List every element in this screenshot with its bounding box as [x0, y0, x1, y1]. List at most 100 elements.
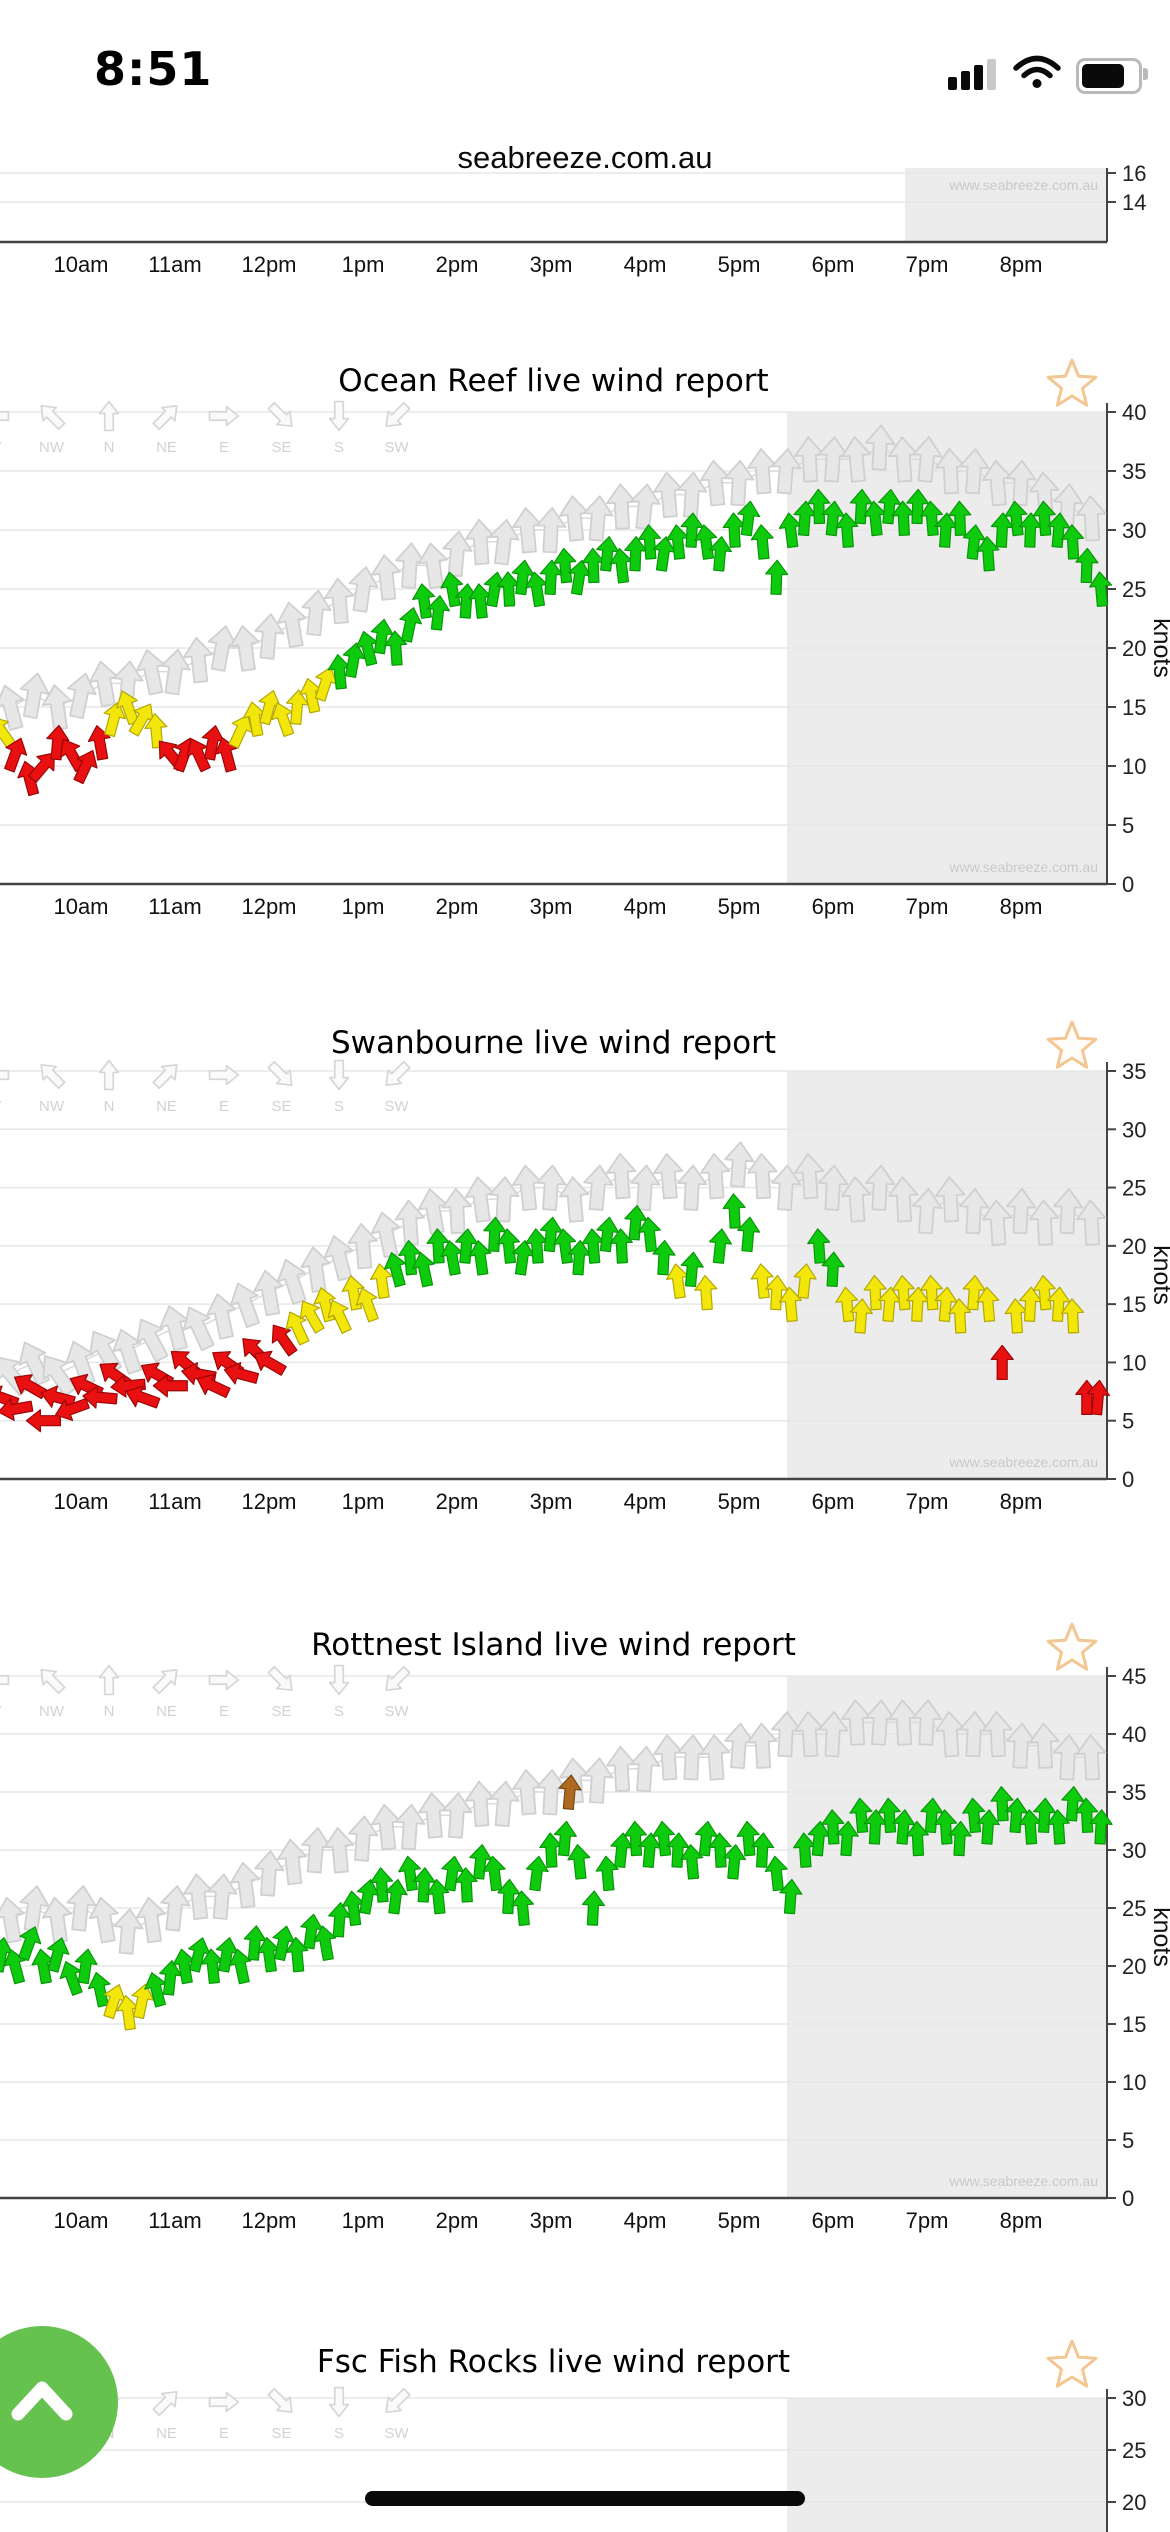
x-tick-label: 12pm — [241, 1489, 296, 1514]
wind-arrow — [0, 684, 25, 731]
home-indicator[interactable] — [365, 2491, 805, 2506]
wind-arrow — [737, 1216, 761, 1253]
wind-arrow — [1047, 512, 1071, 548]
wind-arrow — [0, 1896, 25, 1944]
wind-arrow — [747, 1722, 778, 1769]
wind-arrow — [723, 1844, 747, 1880]
y-tick-label: 25 — [1122, 577, 1146, 602]
x-tick-label: 6pm — [812, 2208, 855, 2233]
y-axis-title: knots — [1148, 1245, 1170, 1305]
direction-legend-label: W — [0, 1703, 2, 1720]
x-tick-label: 8pm — [1000, 2208, 1043, 2233]
wind-arrow — [818, 1711, 849, 1758]
y-axis-title: knots — [1148, 1907, 1170, 1967]
scroll-to-top-button[interactable] — [0, 2326, 118, 2478]
wind-arrow — [301, 589, 332, 637]
x-tick-label: 10am — [53, 252, 108, 277]
forecast-shaded-region — [787, 2398, 1107, 2532]
y-tick-label: 30 — [1122, 1117, 1146, 1142]
direction-legend-label: NE — [156, 439, 177, 456]
wind-arrow — [724, 1141, 755, 1188]
wind-arrow — [214, 737, 238, 773]
wind-arrow — [328, 400, 350, 432]
wind-arrow — [583, 1164, 614, 1212]
wind-arrow — [87, 1971, 111, 2008]
wind-arrow — [624, 536, 648, 572]
observed-arrows — [0, 488, 1113, 797]
wind-arrow — [553, 1820, 577, 1857]
url-text: seabreeze.com.au — [457, 140, 713, 175]
wind-arrow — [891, 1274, 915, 1311]
wind-arrow — [384, 1878, 408, 1915]
x-tick-label: 7pm — [906, 1489, 949, 1514]
wind-arrow — [751, 1832, 775, 1868]
wind-arrow — [1033, 1797, 1057, 1834]
favorite-star-icon[interactable] — [1043, 356, 1101, 414]
direction-legend-label: W — [0, 1098, 2, 1115]
wind-arrow — [771, 1164, 802, 1211]
wind-arrow — [558, 1774, 582, 1810]
chart-ocean-reef: 0 5 10 15 20 25 30 35 40 knots 10am 11am 12pm 1pm 2pm 3… — [0, 400, 1170, 919]
wind-arrow — [959, 448, 990, 495]
wind-arrow — [905, 1820, 930, 1857]
wind-arrow — [110, 1374, 146, 1398]
wind-arrow — [877, 1797, 901, 1834]
x-tick-label: 11am — [148, 252, 201, 277]
wind-arrow — [724, 459, 755, 507]
wind-arrow — [369, 1263, 393, 1299]
wind-arrow — [583, 495, 614, 542]
browser-address-bar[interactable]: seabreeze.com.au — [0, 140, 1170, 176]
x-tick-label: 10am — [53, 1489, 108, 1514]
direction-legend-label: N — [104, 439, 115, 456]
observed-arrows — [0, 1193, 1110, 1433]
wind-arrow — [835, 1820, 859, 1857]
wind-arrow — [136, 1318, 169, 1363]
wind-arrow — [40, 1668, 66, 1695]
direction-legend-label: S — [334, 1098, 344, 1115]
wind-arrow — [722, 1193, 746, 1229]
wind-arrow — [370, 554, 402, 601]
wind-arrow — [750, 524, 774, 560]
wind-arrow — [28, 752, 55, 783]
wind-arrow — [935, 1176, 966, 1223]
chart-title-ocean-reef: Ocean Reef live wind report — [338, 363, 769, 399]
y-tick-label: 10 — [1122, 2070, 1146, 2095]
favorite-star-icon[interactable] — [1043, 2337, 1101, 2395]
y-tick-label: 0 — [1122, 1467, 1134, 1492]
wind-arrow — [113, 1908, 144, 1955]
y-tick-label: 30 — [1122, 518, 1146, 543]
chart-partial-top: 16 14 10am 11am 12pm 1pm 2pm 3pm 4pm 5pm 6pm 7pm 8pm… — [0, 161, 1146, 277]
wind-arrow — [948, 1820, 972, 1857]
wind-arrow — [328, 1664, 350, 1696]
wind-arrow — [1076, 1199, 1107, 1246]
wind-arrow — [489, 1780, 520, 1828]
wind-arrow — [55, 1397, 90, 1422]
wind-arrow — [285, 689, 310, 725]
wind-arrow — [919, 1274, 944, 1311]
wind-arrow — [553, 547, 577, 584]
wind-arrow — [771, 448, 802, 495]
wind-arrow — [442, 530, 473, 578]
forecast-shaded-region — [787, 1676, 1107, 2198]
wind-arrow — [208, 1064, 240, 1086]
favorite-star-icon[interactable] — [1043, 1620, 1101, 1678]
wind-arrow — [976, 536, 1000, 572]
direction-legend-label: E — [219, 1098, 229, 1115]
chart-title-fsc-fish-rocks: Fsc Fish Rocks live wind report — [316, 2344, 791, 2380]
wind-arrow — [794, 1152, 825, 1200]
y-tick-label: 35 — [1122, 1059, 1146, 1084]
wind-arrow — [1053, 1187, 1084, 1235]
wind-arrow — [160, 648, 191, 696]
wind-arrow — [536, 1164, 567, 1211]
wind-arrow — [1076, 1734, 1107, 1781]
wind-arrow — [46, 724, 70, 761]
wind-arrow — [1029, 1199, 1060, 1246]
wind-arrow — [208, 405, 240, 427]
y-tick-label: 25 — [1122, 1176, 1146, 1201]
y-tick-label: 20 — [1122, 2490, 1146, 2515]
x-tick-label: 3pm — [530, 2208, 573, 2233]
status-time: 8:51 — [94, 42, 213, 96]
chart-title-swanbourne: Swanbourne live wind report — [330, 1025, 777, 1061]
favorite-star-icon[interactable] — [1043, 1018, 1101, 1076]
wind-arrow — [863, 1274, 887, 1311]
